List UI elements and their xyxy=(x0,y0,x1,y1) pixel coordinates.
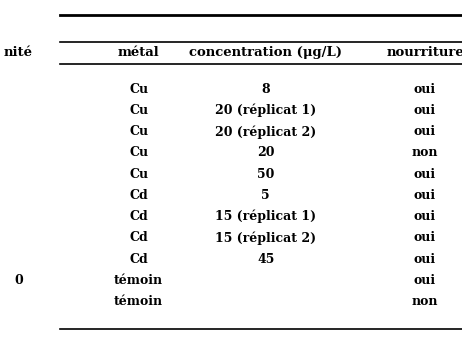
Text: oui: oui xyxy=(414,83,436,96)
Text: Cu: Cu xyxy=(129,104,148,117)
Text: oui: oui xyxy=(414,232,436,244)
Text: Cd: Cd xyxy=(129,253,148,266)
Text: oui: oui xyxy=(414,125,436,138)
Text: témoin: témoin xyxy=(114,274,163,287)
Text: oui: oui xyxy=(414,253,436,266)
Text: 15 (réplicat 2): 15 (réplicat 2) xyxy=(215,231,316,245)
Text: Cd: Cd xyxy=(129,232,148,244)
Text: concentration (μg/L): concentration (μg/L) xyxy=(189,46,342,59)
Text: nourriture: nourriture xyxy=(386,46,462,59)
Text: Cu: Cu xyxy=(129,168,148,181)
Text: 50: 50 xyxy=(257,168,274,181)
Text: oui: oui xyxy=(414,189,436,202)
Text: 20 (réplicat 1): 20 (réplicat 1) xyxy=(215,104,316,117)
Text: 5: 5 xyxy=(261,189,270,202)
Text: Cd: Cd xyxy=(129,189,148,202)
Text: oui: oui xyxy=(414,274,436,287)
Text: oui: oui xyxy=(414,104,436,117)
Text: 45: 45 xyxy=(257,253,274,266)
Text: 8: 8 xyxy=(261,83,270,96)
Text: non: non xyxy=(412,147,438,159)
Text: Cu: Cu xyxy=(129,147,148,159)
Text: oui: oui xyxy=(414,168,436,181)
Text: Cu: Cu xyxy=(129,83,148,96)
Text: oui: oui xyxy=(414,210,436,223)
Text: 0: 0 xyxy=(14,274,23,287)
Text: Cd: Cd xyxy=(129,210,148,223)
Text: nité: nité xyxy=(4,46,33,59)
Text: non: non xyxy=(412,295,438,308)
Text: Cu: Cu xyxy=(129,125,148,138)
Text: 20: 20 xyxy=(257,147,274,159)
Text: 20 (réplicat 2): 20 (réplicat 2) xyxy=(215,125,316,139)
Text: métal: métal xyxy=(118,46,159,59)
Text: témoin: témoin xyxy=(114,295,163,308)
Text: 15 (réplicat 1): 15 (réplicat 1) xyxy=(215,210,316,223)
